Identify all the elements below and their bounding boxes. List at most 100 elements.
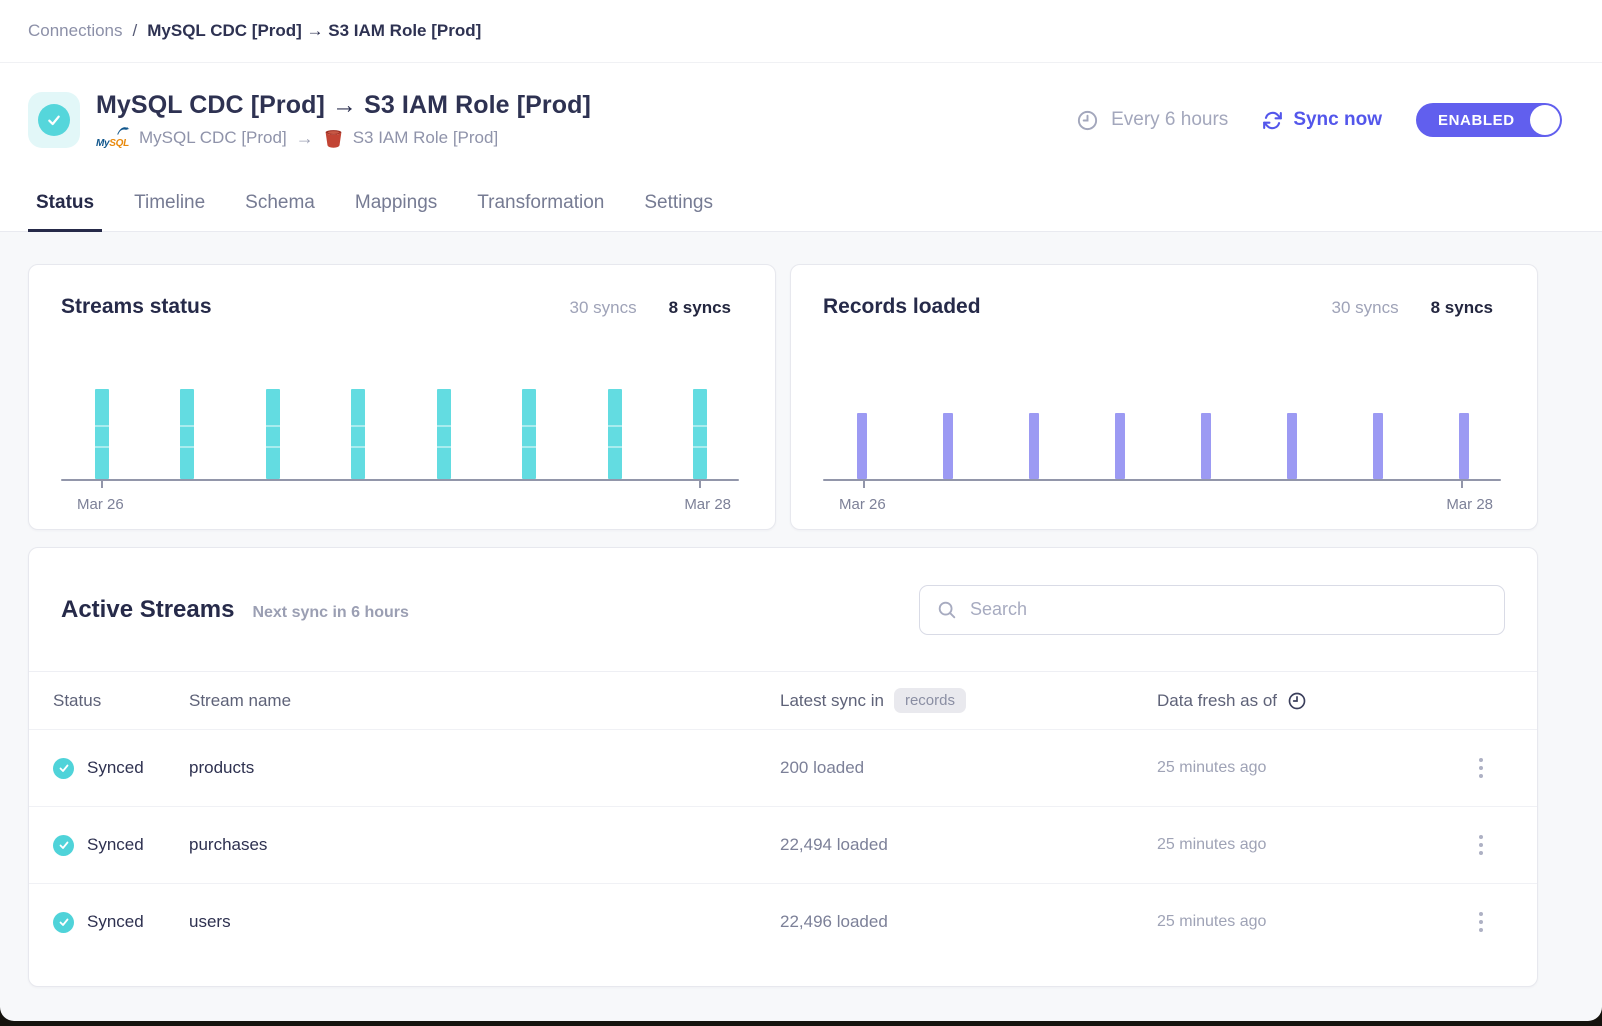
sync-bar[interactable] [1115,413,1125,479]
axis-label-end: Mar 28 [1446,496,1493,513]
sync-bar[interactable] [1373,413,1383,479]
row-menu-button[interactable] [1467,751,1495,785]
tab-mappings[interactable]: Mappings [354,192,438,213]
sync-bar[interactable] [265,389,280,479]
axis-tick-end [699,481,701,488]
sync-bar[interactable] [522,389,537,479]
sync-bar[interactable] [95,389,109,479]
connection-titles: MySQL CDC [Prod] → S3 IAM Role [Prod] My… [96,91,1076,149]
table-row: Synced purchases 22,494 loaded 25 minute… [29,806,1537,883]
search-input[interactable] [970,599,1488,620]
sync-now-label: Sync now [1293,109,1382,130]
mysql-logo-icon: MySQL [96,127,130,149]
records-badge[interactable]: records [893,688,966,713]
x-axis [823,479,1501,481]
tab-schema[interactable]: Schema [245,192,315,213]
data-fresh-value: 25 minutes ago [1157,836,1267,853]
streams-table-header: Status Stream name Latest sync in record… [29,672,1537,729]
tab-status[interactable]: Status [28,192,103,232]
stream-name[interactable]: users [189,912,231,931]
sync-bar[interactable] [180,389,195,479]
sync-bar[interactable] [607,389,622,479]
breadcrumb-connections-link[interactable]: Connections [28,21,123,40]
destination-name[interactable]: S3 IAM Role [Prod] [352,128,499,147]
connection-status-tile [28,92,80,148]
synced-check-icon [53,834,74,856]
axis-label-start: Mar 26 [77,496,124,513]
synced-check-icon [53,757,74,779]
sync-bar[interactable] [692,389,707,479]
sync-bar[interactable] [1459,413,1469,479]
streams-recent-syncs[interactable]: 8 syncs [668,298,731,317]
active-streams-title: Active Streams [61,595,235,623]
stream-name[interactable]: purchases [189,835,268,854]
row-menu-button[interactable] [1467,828,1495,862]
tabs-bar: Status Timeline Schema Mappings Transfor… [0,177,1602,232]
sync-bar[interactable] [943,413,953,479]
sync-bar[interactable] [1029,413,1039,479]
connection-header: MySQL CDC [Prod] → S3 IAM Role [Prod] My… [0,63,1602,177]
next-sync-label: Next sync in 6 hours [252,603,409,621]
records-loaded-card: Records loaded 30 syncs 8 syncs Mar 26 M… [790,264,1538,530]
sync-now-button[interactable]: Sync now [1262,109,1382,131]
status-tab-content: Streams status 30 syncs 8 syncs Mar 26 M… [0,232,1602,987]
records-loaded-title: Records loaded [823,295,981,318]
active-streams-card: Active Streams Next sync in 6 hours Stat… [28,547,1538,987]
streams-status-card: Streams status 30 syncs 8 syncs Mar 26 M… [28,264,776,530]
source-name[interactable]: MySQL CDC [Prod] [139,128,287,147]
clock-icon [1287,691,1307,711]
status-label: Synced [87,758,144,777]
sync-bar[interactable] [857,413,867,479]
check-circle-icon [38,104,70,136]
clock-icon [1076,109,1099,132]
records-recent-syncs[interactable]: 8 syncs [1430,298,1493,317]
row-menu-button[interactable] [1467,905,1495,939]
toggle-knob [1530,105,1560,135]
column-stream-name: Stream name [189,690,292,710]
x-axis [61,479,739,481]
records-loaded-value: 22,496 loaded [780,912,888,931]
enabled-toggle[interactable]: ENABLED [1416,103,1562,137]
sync-bar[interactable] [1201,413,1211,479]
s3-bucket-icon [323,128,344,149]
search-icon [936,599,958,621]
axis-tick-start [101,481,103,488]
records-loaded-chart: Mar 26 Mar 28 [791,319,1537,529]
records-loaded-bars [857,413,1469,479]
status-label: Synced [87,835,144,854]
page-header-zone: Connections / MySQL CDC [Prod] → S3 IAM … [0,0,1602,232]
connection-subtitle: MySQL MySQL CDC [Prod] → S3 IAM Role [Pr… [96,127,1076,149]
breadcrumb: Connections / MySQL CDC [Prod] → S3 IAM … [0,0,1602,63]
records-loaded-value: 22,494 loaded [780,835,888,854]
sync-bar[interactable] [436,389,451,479]
table-row: Synced users 22,496 loaded 25 minutes ag… [29,883,1537,960]
enabled-toggle-label: ENABLED [1438,111,1515,129]
streams-status-title: Streams status [61,295,212,318]
streams-status-bars [95,389,707,479]
status-label: Synced [87,912,144,931]
stream-name[interactable]: products [189,758,255,777]
tab-transformation[interactable]: Transformation [477,192,605,213]
data-fresh-value: 25 minutes ago [1157,913,1267,930]
data-fresh-value: 25 minutes ago [1157,759,1267,776]
connection-title: MySQL CDC [Prod] → S3 IAM Role [Prod] [96,91,591,119]
streams-status-chart: Mar 26 Mar 28 [29,319,775,529]
stream-search[interactable] [919,584,1505,635]
synced-check-icon [53,911,74,933]
axis-label-end: Mar 28 [684,496,731,513]
column-data-fresh: Data fresh as of [1157,691,1467,711]
header-actions: Every 6 hours Sync now ENABLED [1076,103,1562,137]
sync-bar[interactable] [351,389,366,479]
axis-tick-start [863,481,865,488]
source-to-destination-arrow: → [295,127,314,148]
records-total-syncs[interactable]: 30 syncs [1331,298,1399,317]
refresh-icon [1262,110,1283,131]
axis-label-start: Mar 26 [839,496,886,513]
breadcrumb-separator: / [132,21,138,40]
tab-timeline[interactable]: Timeline [134,192,206,213]
tab-settings[interactable]: Settings [644,192,713,213]
streams-total-syncs[interactable]: 30 syncs [569,298,637,317]
schedule-label: Every 6 hours [1111,109,1229,130]
sync-bar[interactable] [1287,413,1297,479]
